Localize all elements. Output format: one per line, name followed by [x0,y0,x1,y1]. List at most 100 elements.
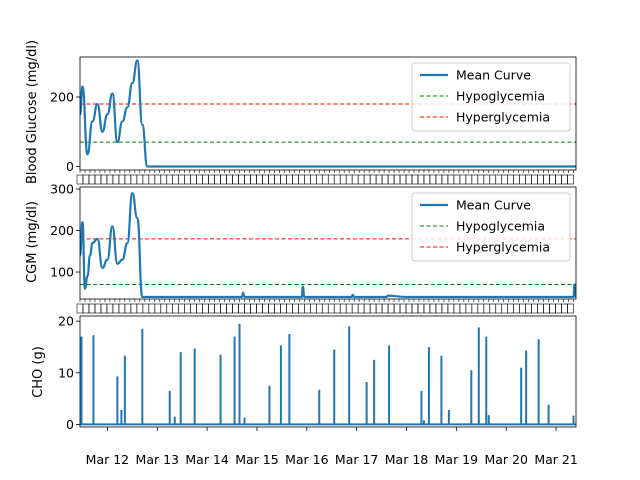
y-tick-label: 0 [66,159,74,174]
x-tick-glyph [525,303,532,314]
x-tick-glyph [94,174,102,185]
x-tick-glyph [232,303,239,314]
x-tick-glyph [172,174,180,185]
x-tick-glyph [333,174,341,185]
x-tick-glyph [172,303,180,314]
axes-frame [79,186,577,300]
y-tick-label: 200 [50,89,74,104]
x-tick-glyph [471,174,479,185]
x-tick-glyph [507,303,514,314]
x-tick-glyph [387,174,395,185]
x-tick-glyph [226,303,233,314]
x-tick-glyph [184,303,191,314]
x-tick-glyph [166,174,174,185]
x-tick-glyph [315,174,323,185]
x-tick-glyph [465,174,473,185]
x-tick-glyph [262,174,269,185]
x-tick-glyph [501,303,509,314]
x-tick-glyph [543,303,550,314]
y-tick-label: 20 [58,314,74,329]
x-tick-glyph [507,174,514,185]
x-tick-glyph [483,303,491,314]
x-tick-glyph [483,174,491,185]
x-tick-glyph [495,303,503,314]
legend-box [411,62,571,132]
x-tick-glyph [393,303,401,314]
x-tick-glyph [226,174,233,185]
x-tick-glyph [82,174,90,185]
x-tick-glyph [519,303,526,314]
x-tick-glyph [196,303,203,314]
x-tick-glyph [94,303,102,314]
x-tick-glyph [88,303,96,314]
legend-label: Mean Curve [456,198,531,213]
x-tick-glyph [375,174,383,185]
x-tick-glyph [525,174,532,185]
x-tick-glyph [142,303,150,314]
x-tick-glyph [459,303,467,314]
x-tick-glyph [447,174,455,185]
x-tick-glyph [106,303,114,314]
x-tick-glyph [417,303,425,314]
legend-label: Hyperglycemia [456,110,550,125]
x-tick-label: Mar 15 [235,452,278,467]
x-tick-glyph [465,303,473,314]
x-tick-glyph [100,174,108,185]
y-tick-label: 300 [50,182,74,197]
x-tick-glyph [292,174,299,185]
x-tick-glyph [238,174,245,185]
y-tick-label: 200 [50,223,74,238]
x-tick-glyph [537,303,544,314]
x-tick-glyph [178,174,185,185]
x-tick-glyph [76,303,84,314]
x-tick-glyph [112,174,120,185]
x-tick-glyph [280,303,287,314]
x-tick-glyph [567,174,574,185]
x-tick-glyph [220,174,227,185]
x-tick-glyph [537,174,544,185]
x-tick-glyph [441,174,449,185]
y-tick-label: 100 [50,265,74,280]
legend: Mean Curve Hypoglycemia Hyperglycemia [411,192,571,262]
legend-label: Hypoglycemia [456,219,545,234]
x-tick-glyph [423,303,431,314]
x-tick-glyph [339,303,347,314]
x-tick-glyph [387,303,395,314]
x-tick-glyph [309,303,317,314]
x-tick-glyph [262,303,269,314]
x-tick-glyph [160,303,168,314]
x-tick-label: Mar 16 [285,452,329,467]
x-tick-label: Mar 13 [136,452,179,467]
x-tick-glyph [118,174,126,185]
cgm-panel: CGM (mg/dl) 100 200 300 Mean Curve Hypoglyce… [25,182,577,314]
x-tick-glyph [268,174,275,185]
x-tick-glyph [124,174,132,185]
x-tick-glyph [220,303,227,314]
x-tick-glyph [232,174,239,185]
x-tick-glyph [202,303,209,314]
x-tick-glyph [321,174,329,185]
x-tick-glyph [250,174,257,185]
mean-curve-line [80,192,576,299]
x-tick-glyph [178,303,185,314]
legend: Mean Curve Hypoglycemia Hyperglycemia [411,62,571,132]
x-tick-glyph [477,303,485,314]
x-tick-glyph [423,174,431,185]
x-tick-label: Mar 20 [484,452,528,467]
x-tick-glyph [381,303,389,314]
x-tick-label: Mar 12 [86,452,129,467]
x-tick-glyph [351,303,359,314]
cgm-ylabel: CGM (mg/dl) [25,201,40,283]
x-tick-glyph [190,303,197,314]
x-tick-glyph [286,303,293,314]
x-tick-label: Mar 21 [534,452,577,467]
x-tick-glyph [292,303,299,314]
x-tick-glyph [519,174,526,185]
x-tick-glyph [250,303,257,314]
x-tick-label: Mar 19 [435,452,479,467]
x-tick-glyph [441,303,449,314]
x-tick-glyph [244,174,251,185]
x-tick-glyph [148,174,156,185]
x-tick-glyph [286,174,293,185]
x-tick-glyph [327,174,335,185]
